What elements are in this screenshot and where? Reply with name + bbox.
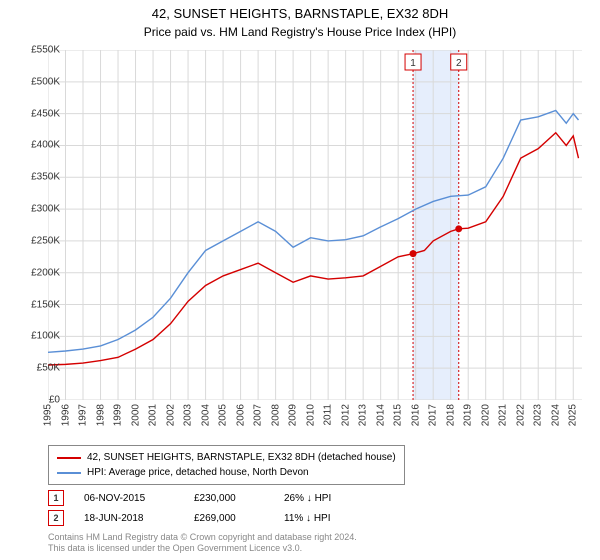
footer-line2: This data is licensed under the Open Gov… <box>48 543 357 554</box>
legend-item: HPI: Average price, detached house, Nort… <box>57 465 396 480</box>
xtick-label: 2015 <box>393 404 404 426</box>
chart-area: 12 <box>48 50 582 400</box>
xtick-label: 2023 <box>533 404 544 426</box>
sale-diff: 26% ↓ HPI <box>284 493 374 504</box>
xtick-label: 2013 <box>358 404 369 426</box>
legend-label: 42, SUNSET HEIGHTS, BARNSTAPLE, EX32 8DH… <box>87 450 396 465</box>
xtick-label: 2020 <box>480 404 491 426</box>
ytick-label: £200K <box>15 267 60 278</box>
legend: 42, SUNSET HEIGHTS, BARNSTAPLE, EX32 8DH… <box>48 445 405 485</box>
ytick-label: £500K <box>15 76 60 87</box>
ytick-label: £100K <box>15 331 60 342</box>
sale-label-num: 1 <box>410 58 416 69</box>
chart-svg: 12 <box>48 50 582 400</box>
xtick-label: 2009 <box>288 404 299 426</box>
sale-row: 1 06-NOV-2015 £230,000 26% ↓ HPI <box>48 490 374 506</box>
sale-diff: 11% ↓ HPI <box>284 513 374 524</box>
xtick-label: 2007 <box>253 404 264 426</box>
xtick-label: 2018 <box>445 404 456 426</box>
sale-date: 18-JUN-2018 <box>84 513 174 524</box>
ytick-label: £150K <box>15 299 60 310</box>
legend-swatch <box>57 472 81 474</box>
sale-marker-box: 2 <box>48 510 64 526</box>
legend-label: HPI: Average price, detached house, Nort… <box>87 465 309 480</box>
sale-label-num: 2 <box>456 58 462 69</box>
chart-subtitle: Price paid vs. HM Land Registry's House … <box>0 25 600 39</box>
ytick-label: £300K <box>15 204 60 215</box>
ytick-label: £550K <box>15 45 60 56</box>
xtick-label: 1995 <box>43 404 54 426</box>
ytick-label: £400K <box>15 140 60 151</box>
xtick-label: 2001 <box>148 404 159 426</box>
legend-item: 42, SUNSET HEIGHTS, BARNSTAPLE, EX32 8DH… <box>57 450 396 465</box>
xtick-label: 2025 <box>568 404 579 426</box>
xtick-label: 2005 <box>218 404 229 426</box>
xtick-label: 2021 <box>498 404 509 426</box>
xtick-label: 2002 <box>165 404 176 426</box>
sale-marker-box: 1 <box>48 490 64 506</box>
xtick-label: 2014 <box>375 404 386 426</box>
sale-price: £230,000 <box>194 493 264 504</box>
sale-date: 06-NOV-2015 <box>84 493 174 504</box>
footer-attribution: Contains HM Land Registry data © Crown c… <box>48 532 357 554</box>
xtick-label: 2012 <box>340 404 351 426</box>
series-property <box>48 133 578 365</box>
sales-table: 1 06-NOV-2015 £230,000 26% ↓ HPI 2 18-JUN-201… <box>48 490 374 530</box>
xtick-label: 2019 <box>463 404 474 426</box>
xtick-label: 2003 <box>183 404 194 426</box>
sale-row: 2 18-JUN-2018 £269,000 11% ↓ HPI <box>48 510 374 526</box>
xtick-label: 2016 <box>410 404 421 426</box>
xtick-label: 2010 <box>305 404 316 426</box>
ytick-label: £450K <box>15 108 60 119</box>
legend-swatch <box>57 457 81 459</box>
xtick-label: 1997 <box>78 404 89 426</box>
xtick-label: 2011 <box>323 404 334 426</box>
sale-dot <box>455 225 462 232</box>
xtick-label: 2006 <box>235 404 246 426</box>
xtick-label: 2000 <box>130 404 141 426</box>
xtick-label: 2024 <box>550 404 561 426</box>
ytick-label: £350K <box>15 172 60 183</box>
ytick-label: £50K <box>15 363 60 374</box>
ytick-label: £250K <box>15 235 60 246</box>
footer-line1: Contains HM Land Registry data © Crown c… <box>48 532 357 543</box>
chart-title: 42, SUNSET HEIGHTS, BARNSTAPLE, EX32 8DH <box>0 0 600 23</box>
xtick-label: 2022 <box>515 404 526 426</box>
sale-price: £269,000 <box>194 513 264 524</box>
xtick-label: 1998 <box>95 404 106 426</box>
sale-dot <box>410 250 417 257</box>
xtick-label: 2017 <box>428 404 439 426</box>
xtick-label: 1996 <box>60 404 71 426</box>
xtick-label: 2008 <box>270 404 281 426</box>
highlight-band <box>413 50 459 400</box>
series-hpi <box>48 110 578 352</box>
chart-container: 42, SUNSET HEIGHTS, BARNSTAPLE, EX32 8DH… <box>0 0 600 560</box>
xtick-label: 2004 <box>200 404 211 426</box>
xtick-label: 1999 <box>113 404 124 426</box>
